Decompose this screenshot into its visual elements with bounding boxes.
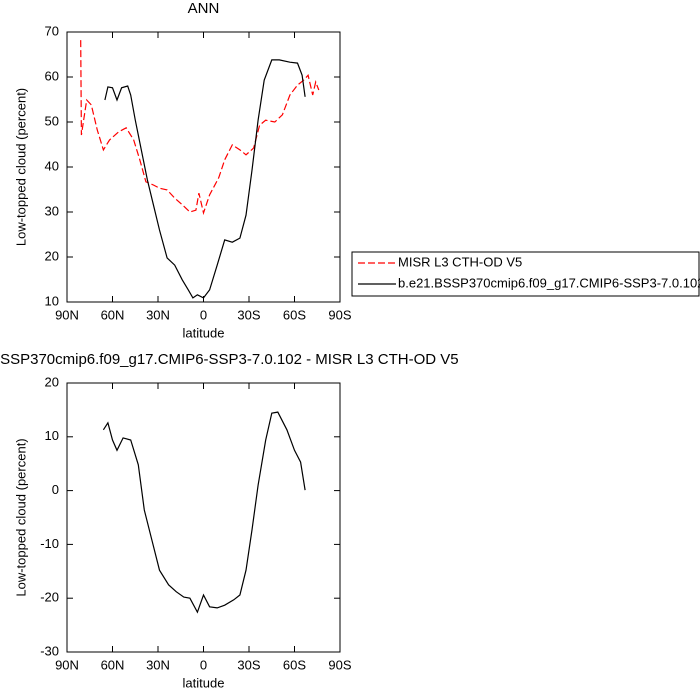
x-tick-label: 30N	[146, 307, 170, 322]
y-tick-label: -30	[40, 643, 59, 658]
x-axis-label: latitude	[183, 675, 225, 690]
x-tick-label: 60S	[283, 657, 306, 672]
x-tick-label: 90S	[328, 307, 351, 322]
x-axis-label: latitude	[183, 325, 225, 340]
y-tick-label: 0	[52, 482, 59, 497]
x-tick-label: 90N	[55, 657, 79, 672]
chart-title: ANN	[188, 0, 220, 17]
x-tick-label: 30S	[237, 307, 260, 322]
x-tick-label: 60N	[101, 657, 125, 672]
x-tick-label: 60N	[101, 307, 125, 322]
legend-frame	[351, 251, 700, 297]
x-tick-label: 0	[200, 307, 207, 322]
y-tick-label: 10	[45, 293, 59, 308]
y-tick-label: 50	[45, 113, 59, 128]
x-tick-label: 60S	[283, 307, 306, 322]
y-tick-label: 10	[45, 428, 59, 443]
y-axis-label: Low-topped cloud (percent)	[13, 438, 28, 596]
x-tick-label: 30S	[237, 657, 260, 672]
legend-label: b.e21.BSSP370cmip6.f09_g17.CMIP6-SSP3-7.…	[398, 275, 700, 290]
y-tick-label: 30	[45, 203, 59, 218]
chart-title: b.e21.BSSP370cmip6.f09_g17.CMIP6-SSP3-7.…	[0, 351, 459, 368]
y-axis-label: Low-topped cloud (percent)	[13, 88, 28, 246]
plot-frame	[66, 31, 341, 303]
data-line	[104, 59, 306, 299]
y-tick-label: 70	[45, 23, 59, 38]
x-tick-label: 30N	[146, 657, 170, 672]
y-tick-label: 60	[45, 68, 59, 83]
legend-label: MISR L3 CTH-OD V5	[398, 254, 522, 269]
y-tick-label: 40	[45, 158, 59, 173]
x-tick-label: 90N	[55, 307, 79, 322]
x-tick-label: 90S	[328, 657, 351, 672]
data-line	[80, 40, 320, 216]
y-tick-label: -10	[40, 536, 59, 551]
x-tick-label: 0	[200, 657, 207, 672]
data-line	[102, 411, 306, 614]
y-tick-label: -20	[40, 590, 59, 605]
y-tick-label: 20	[45, 374, 59, 389]
y-tick-label: 20	[45, 248, 59, 263]
